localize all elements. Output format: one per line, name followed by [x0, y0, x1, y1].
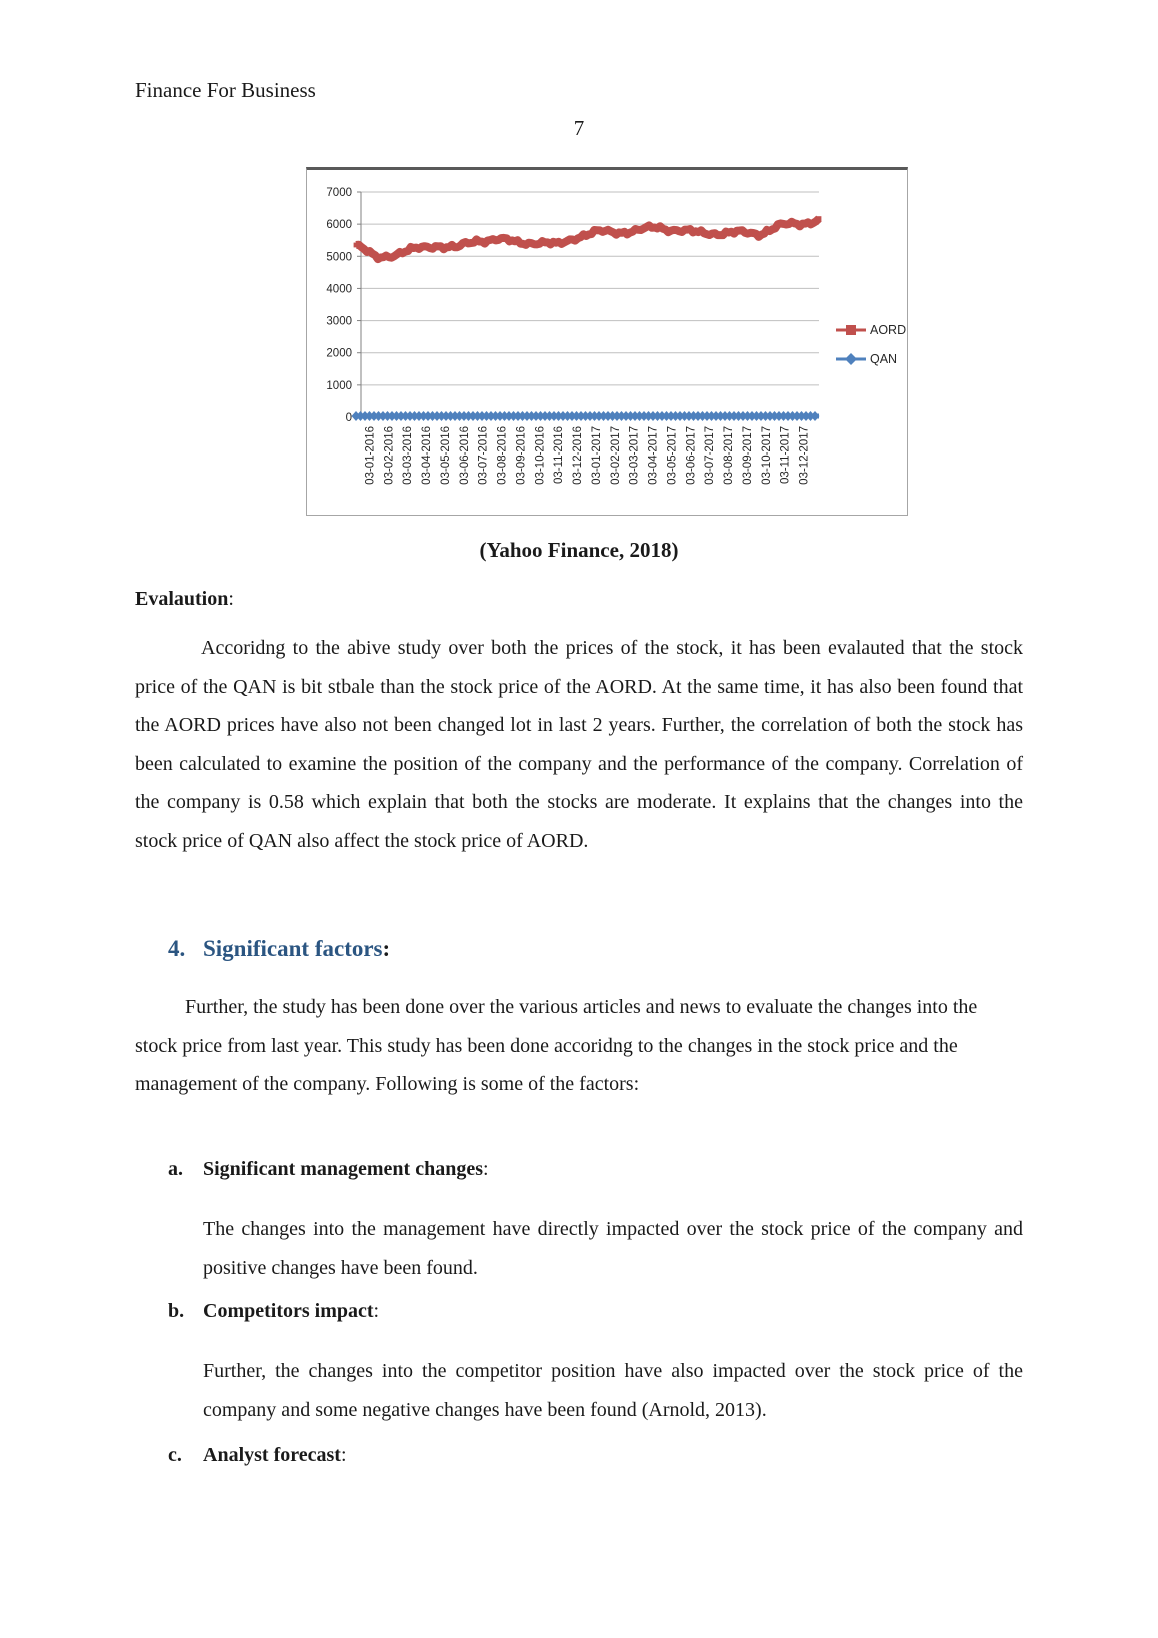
list-marker: a. [168, 1158, 183, 1180]
svg-text:03-03-2017: 03-03-2017 [629, 426, 641, 485]
list-item-b-body: Further, the changes into the competitor… [203, 1360, 1023, 1421]
svg-text:03-01-2016: 03-01-2016 [364, 426, 376, 485]
list-item-b-heading: b. Competitors impact: [168, 1300, 379, 1323]
svg-text:1000: 1000 [326, 380, 352, 392]
heading-label: Significant factors [203, 936, 383, 961]
svg-text:03-08-2017: 03-08-2017 [723, 426, 735, 485]
svg-text:QAN: QAN [870, 352, 897, 366]
evaluation-heading-label: Evalaution [135, 588, 229, 610]
heading-number: 4. [168, 936, 186, 961]
svg-text:03-12-2016: 03-12-2016 [572, 426, 584, 485]
svg-text:4000: 4000 [326, 283, 352, 295]
list-item-a-body: The changes into the management have dir… [203, 1218, 1023, 1279]
list-item-colon: : [373, 1300, 380, 1322]
list-marker: b. [168, 1300, 185, 1322]
svg-text:03-11-2016: 03-11-2016 [553, 426, 565, 484]
svg-text:03-07-2017: 03-07-2017 [704, 426, 716, 485]
svg-text:03-12-2017: 03-12-2017 [799, 426, 811, 485]
factors-paragraph: Further, the study has been done over th… [135, 996, 978, 1096]
svg-text:03-10-2017: 03-10-2017 [761, 426, 773, 485]
evaluation-heading-colon: : [228, 588, 234, 610]
list-marker: c. [168, 1444, 182, 1466]
svg-text:03-02-2017: 03-02-2017 [610, 426, 622, 485]
list-item-label: Significant management changes [203, 1158, 483, 1180]
significant-factors-heading: 4. Significant factors: [168, 936, 390, 962]
chart-canvas: 0 1000 2000 3000 4000 5000 6000 7000 03-01-2016 0… [326, 187, 906, 485]
svg-text:03-02-2016: 03-02-2016 [383, 426, 395, 485]
header-title: Finance For Business [135, 78, 316, 102]
svg-text:03-06-2017: 03-06-2017 [685, 426, 697, 485]
svg-text:03-07-2016: 03-07-2016 [478, 426, 490, 485]
svg-text:03-05-2016: 03-05-2016 [440, 426, 452, 485]
svg-text:03-03-2016: 03-03-2016 [402, 426, 414, 485]
evaluation-paragraph: Accoridng to the abive study over both t… [135, 637, 1023, 852]
chart-caption: (Yahoo Finance, 2018) [479, 538, 679, 562]
stock-price-chart: 0 1000 2000 3000 4000 5000 6000 7000 03-01-2016 0… [306, 167, 908, 516]
svg-text:03-01-2017: 03-01-2017 [591, 426, 603, 485]
svg-text:3000: 3000 [326, 316, 352, 328]
list-item-colon: : [483, 1158, 489, 1180]
svg-text:5000: 5000 [326, 251, 352, 263]
svg-text:03-04-2016: 03-04-2016 [421, 426, 433, 485]
svg-text:03-04-2017: 03-04-2017 [648, 426, 660, 485]
list-item-c-heading: c. Analyst forecast: [168, 1444, 347, 1467]
svg-text:03-06-2016: 03-06-2016 [459, 426, 471, 485]
svg-text:7000: 7000 [326, 187, 352, 199]
page-number: 7 [573, 116, 585, 140]
heading-colon: : [382, 936, 391, 961]
list-item-label: Competitors impact [203, 1300, 374, 1322]
list-item-colon: : [340, 1444, 347, 1466]
evaluation-heading: Evalaution: [135, 588, 234, 611]
svg-text:2000: 2000 [326, 348, 352, 360]
svg-text:03-09-2017: 03-09-2017 [742, 426, 754, 485]
svg-text:03-09-2016: 03-09-2016 [515, 426, 527, 485]
list-item-a-heading: a. Significant management changes: [168, 1158, 489, 1181]
list-item-label: Analyst forecast [203, 1444, 341, 1466]
svg-text:03-08-2016: 03-08-2016 [497, 426, 509, 485]
svg-text:03-10-2016: 03-10-2016 [534, 426, 546, 485]
svg-text:AORD: AORD [870, 323, 906, 337]
svg-text:6000: 6000 [326, 219, 352, 231]
svg-text:03-11-2017: 03-11-2017 [780, 426, 792, 484]
svg-text:03-05-2017: 03-05-2017 [666, 426, 678, 485]
svg-text:0: 0 [346, 412, 352, 424]
